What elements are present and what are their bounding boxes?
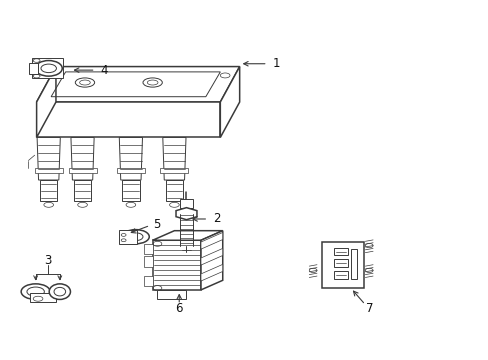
Text: 4: 4 xyxy=(100,64,108,77)
Text: 3: 3 xyxy=(44,254,51,267)
Bar xyxy=(333,271,348,279)
Polygon shape xyxy=(160,168,188,173)
Polygon shape xyxy=(152,231,223,240)
Text: 6: 6 xyxy=(175,302,183,315)
Polygon shape xyxy=(201,248,223,265)
Polygon shape xyxy=(119,138,142,180)
Polygon shape xyxy=(163,138,185,180)
Bar xyxy=(350,249,356,279)
Polygon shape xyxy=(71,138,94,180)
Bar xyxy=(29,63,38,74)
Polygon shape xyxy=(220,67,239,138)
Polygon shape xyxy=(201,231,223,290)
Bar xyxy=(122,180,139,201)
Polygon shape xyxy=(176,208,197,220)
Bar xyxy=(74,180,91,201)
Bar xyxy=(157,290,186,299)
Polygon shape xyxy=(37,67,56,138)
Text: 1: 1 xyxy=(272,57,280,70)
Bar xyxy=(143,276,152,286)
Ellipse shape xyxy=(75,78,95,87)
Bar xyxy=(333,259,348,267)
Polygon shape xyxy=(201,233,223,249)
Polygon shape xyxy=(321,242,364,288)
Bar xyxy=(40,180,57,201)
Polygon shape xyxy=(35,168,62,173)
Ellipse shape xyxy=(49,284,70,300)
Ellipse shape xyxy=(142,78,162,87)
Polygon shape xyxy=(37,138,60,180)
Ellipse shape xyxy=(35,60,62,76)
Ellipse shape xyxy=(21,284,50,300)
Bar xyxy=(180,199,192,208)
Polygon shape xyxy=(201,264,223,281)
Text: 5: 5 xyxy=(153,218,161,231)
Polygon shape xyxy=(37,67,239,102)
Polygon shape xyxy=(37,102,220,138)
Polygon shape xyxy=(32,58,63,78)
Polygon shape xyxy=(117,168,144,173)
Polygon shape xyxy=(152,240,201,290)
Bar xyxy=(119,230,137,244)
Bar xyxy=(165,180,183,201)
Bar xyxy=(30,293,56,302)
Ellipse shape xyxy=(122,230,149,244)
Bar xyxy=(143,244,152,255)
Text: 7: 7 xyxy=(366,302,373,315)
Text: 2: 2 xyxy=(213,212,220,225)
Bar xyxy=(143,256,152,267)
Bar xyxy=(333,248,348,256)
Polygon shape xyxy=(68,168,96,173)
